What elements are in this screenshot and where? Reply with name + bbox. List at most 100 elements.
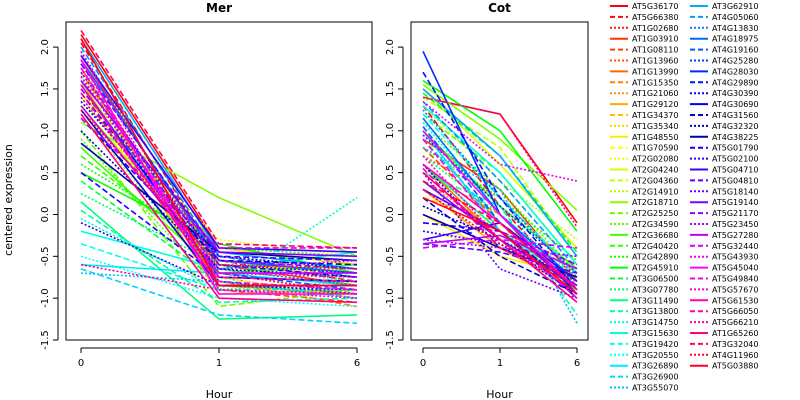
y-tick-label: 2.0 [385,39,396,55]
legend-label-AT5G66050: AT5G66050 [712,307,758,316]
series-line-AT4G05060 [422,100,578,270]
series-line-AT3G62910 [422,88,578,257]
series-line-AT5G43930 [422,100,578,182]
legend-label-AT2G18710: AT2G18710 [632,198,678,207]
y-axis-title: centered expression [2,144,15,256]
legend-label-AT3G26900: AT3G26900 [632,373,678,382]
y-tick-label: -1.0 [40,288,51,308]
legend-label-AT3G26890: AT3G26890 [632,362,678,371]
legend-label-AT3G20550: AT3G20550 [632,351,678,360]
y-tick-label: 0.5 [40,165,51,181]
legend-label-AT1G70590: AT1G70590 [632,144,678,153]
legend-label-AT4G19160: AT4G19160 [712,46,758,55]
legend-label-AT4G05060: AT4G05060 [712,13,758,22]
legend-label-AT1G15350: AT1G15350 [632,78,678,87]
legend-label-AT5G21170: AT5G21170 [712,209,758,218]
series-line-AT3G32040 [80,29,358,249]
legend-label-AT1G13990: AT1G13990 [632,67,678,76]
y-tick-label: 0.0 [40,207,51,223]
legend-label-AT3G13800: AT3G13800 [632,307,678,316]
series-line-AT5G03880 [80,38,357,287]
legend-label-AT5G45040: AT5G45040 [712,264,758,273]
legend-label-AT3G06500: AT3G06500 [632,275,678,284]
legend-label-AT1G13960: AT1G13960 [632,57,678,66]
series-line-AT5G18140 [422,172,578,299]
panel-title: Cot [488,1,511,15]
series-line-AT5G04810 [80,63,358,262]
y-tick-label: -1.0 [385,288,396,308]
series-line-AT2G18710 [80,121,358,258]
x-tick-label: 1 [216,358,222,369]
series-line-AT4G25280 [422,134,578,274]
series-line-AT5G36170 [80,34,358,266]
legend-label-AT4G30390: AT4G30390 [712,89,758,98]
legend-label-AT2G14910: AT2G14910 [632,187,678,196]
y-tick-label: -0.5 [385,247,396,267]
series-line-AT3G26900 [80,268,358,325]
legend-label-AT1G21060: AT1G21060 [632,89,678,98]
legend-label-AT1G35340: AT1G35340 [632,122,678,131]
legend-label-AT3G07780: AT3G07780 [632,285,678,294]
series-line-AT5G66210 [422,96,578,228]
y-tick-label: 0.5 [385,165,396,181]
legend-label-AT3G32040: AT3G32040 [712,340,758,349]
x-tick-label: 1 [497,358,503,369]
legend-label-AT5G32440: AT5G32440 [712,242,758,251]
plot-frame [65,21,373,341]
series-line-AT5G66210 [80,263,358,295]
x-tick-label: 6 [354,358,360,369]
legend-label-AT5G02100: AT5G02100 [712,155,758,164]
series-line-AT5G66050 [80,92,358,283]
legend-label-AT1G02680: AT1G02680 [632,24,678,33]
series-line-AT3G32040 [422,180,578,291]
y-tick-label: 1.0 [385,123,396,139]
legend-label-AT4G13830: AT4G13830 [712,24,758,33]
legend-label-AT5G66380: AT5G66380 [632,13,678,22]
legend-label-AT3G15630: AT3G15630 [632,329,678,338]
legend-label-AT4G18975: AT4G18975 [712,35,758,44]
series-line-AT1G65260 [80,113,358,304]
series-line-AT1G13960 [80,63,358,299]
legend-label-AT2G42890: AT2G42890 [632,253,678,262]
plot-frame [410,21,589,341]
legend-label-AT1G08110: AT1G08110 [632,46,678,55]
series-line-AT2G04360 [422,96,578,257]
legend-label-AT4G25280: AT4G25280 [712,57,758,66]
legend-label-AT2G02080: AT2G02080 [632,155,678,164]
legend-label-AT2G25250: AT2G25250 [632,209,678,218]
series-line-AT4G29890 [422,71,578,291]
series-line-AT3G13800 [422,171,578,316]
legend-label-AT2G36680: AT2G36680 [632,231,678,240]
y-tick-label: -1.5 [40,330,51,350]
legend-label-AT2G34590: AT2G34590 [632,220,678,229]
series-line-AT5G21170 [80,88,358,270]
y-tick-label: -1.5 [385,330,396,350]
legend-label-AT1G48550: AT1G48550 [632,133,678,142]
legend-label-AT2G04240: AT2G04240 [632,166,678,175]
series-line-AT3G55070 [422,146,578,324]
series-line-AT2G18710 [422,84,578,211]
legend-label-AT5G23450: AT5G23450 [712,220,758,229]
legend-label-AT1G65260: AT1G65260 [712,329,758,338]
legend-label-AT4G29890: AT4G29890 [712,78,758,87]
series-line-AT2G45910 [422,79,578,232]
y-tick-label: 0.0 [385,207,396,223]
x-tick-label: 6 [574,358,580,369]
y-tick-label: -0.5 [40,247,51,267]
legend-label-AT5G61530: AT5G61530 [712,296,758,305]
x-tick-label: 0 [420,358,426,369]
panel-cot: Cot -1.5 -1.0 -0.5 0.0 0.5 1.0 1.5 2.0 0 1 6 Hour [385,1,589,400]
legend: AT5G36170 AT5G66380 AT1G02680 AT1G03910 AT1G… [610,2,758,393]
legend-label-AT5G57670: AT5G57670 [712,285,758,294]
series-line-AT5G27280 [422,234,578,270]
legend-label-AT4G28030: AT4G28030 [712,67,758,76]
legend-label-AT4G38225: AT4G38225 [712,133,758,142]
series-line-AT5G57670 [80,75,358,278]
series-line-AT2G02080 [80,100,358,258]
series-line-AT5G45040 [422,130,578,291]
y-tick-label: 2.0 [40,39,51,55]
series-line-AT5G03880 [422,196,578,295]
legend-label-AT5G03880: AT5G03880 [712,362,758,371]
legend-label-AT3G55070: AT3G55070 [632,384,678,393]
legend-label-AT5G01790: AT5G01790 [712,144,758,153]
